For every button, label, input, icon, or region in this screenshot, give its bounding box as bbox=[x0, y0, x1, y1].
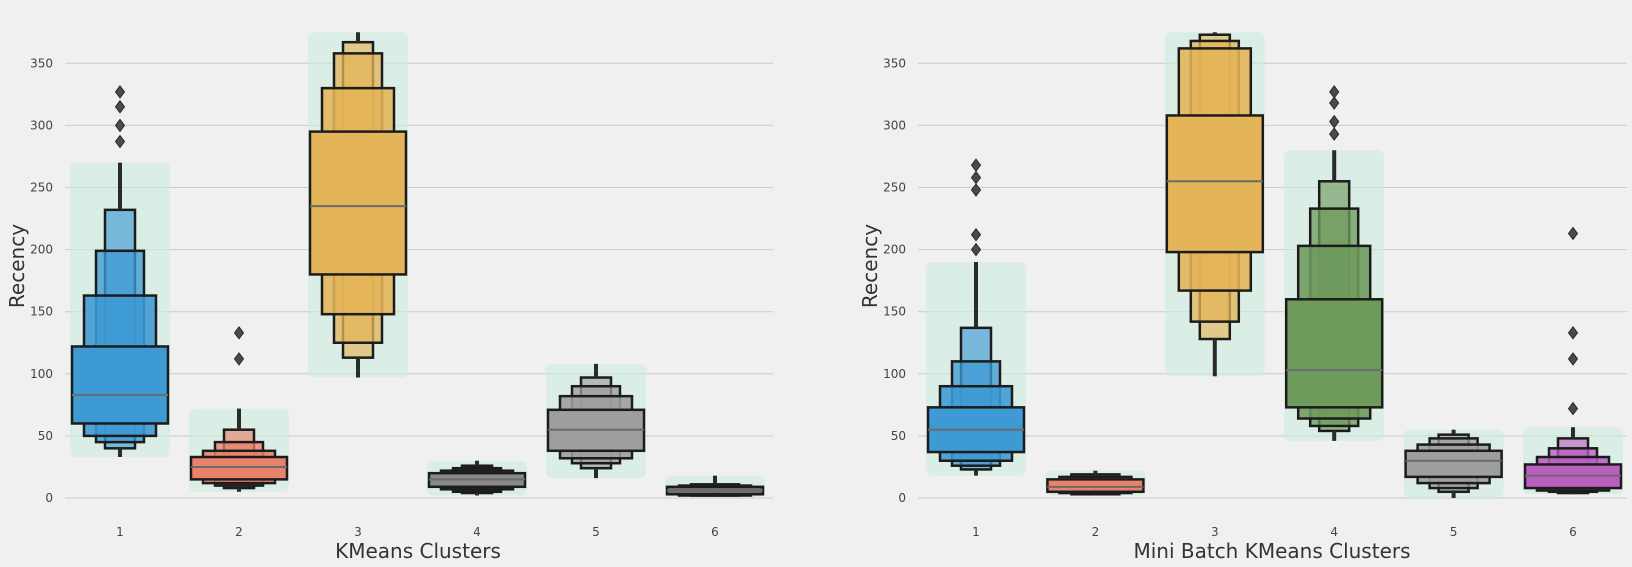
y-tick-labels: 0 50 100 150 200 250 300 350 bbox=[30, 56, 53, 505]
x-tick-label: 4 bbox=[1330, 525, 1338, 539]
outlier-marker bbox=[114, 85, 126, 99]
boxen-box bbox=[1284, 298, 1384, 409]
x-axis-label: KMeans Clusters bbox=[335, 539, 501, 563]
outlier-marker bbox=[114, 134, 126, 149]
boxen-box bbox=[189, 455, 289, 481]
outlier-marker bbox=[970, 158, 982, 172]
y-tick-label: 300 bbox=[883, 118, 906, 132]
y-tick-label: 50 bbox=[891, 429, 906, 443]
y-tick-label: 250 bbox=[30, 181, 53, 195]
x-tick-label: 1 bbox=[116, 525, 124, 539]
y-tick-label: 0 bbox=[898, 491, 906, 505]
chart-panel-minibatch-kmeans: 0 50 100 150 200 250 300 350 1 2 3 4 5 6 Mini Batch … bbox=[858, 32, 1627, 563]
x-tick-label: 6 bbox=[1569, 525, 1577, 539]
y-tick-label: 200 bbox=[30, 243, 53, 257]
x-tick-labels: 1 2 3 4 5 6 bbox=[972, 525, 1577, 539]
y-tick-label: 50 bbox=[38, 429, 53, 443]
y-axis-label: Recency bbox=[858, 224, 882, 308]
x-axis-label: Mini Batch KMeans Clusters bbox=[1133, 539, 1410, 563]
outlier-marker bbox=[970, 227, 982, 242]
outlier-marker bbox=[114, 99, 126, 114]
x-tick-label: 3 bbox=[1211, 525, 1219, 539]
outlier-marker bbox=[1329, 127, 1340, 141]
x-tick-label: 5 bbox=[592, 525, 600, 539]
y-tick-label: 150 bbox=[883, 305, 906, 319]
outlier-marker bbox=[233, 325, 245, 340]
boxen-box bbox=[1046, 478, 1145, 494]
y-gridlines bbox=[65, 62, 773, 499]
y-tick-label: 100 bbox=[30, 367, 53, 381]
y-axis-label: Recency bbox=[5, 224, 29, 308]
y-tick-label: 100 bbox=[883, 367, 906, 381]
boxen-box bbox=[308, 130, 408, 276]
boxen-layer bbox=[70, 32, 765, 497]
y-tick-label: 250 bbox=[883, 181, 906, 195]
outlier-marker bbox=[114, 118, 126, 133]
outlier-marker bbox=[970, 242, 982, 257]
y-tick-label: 0 bbox=[45, 491, 53, 505]
x-tick-label: 5 bbox=[1450, 525, 1458, 539]
outlier-marker bbox=[1329, 114, 1340, 129]
y-tick-labels: 0 50 100 150 200 250 300 350 bbox=[883, 56, 906, 505]
outlier-marker bbox=[970, 183, 982, 197]
outlier-marker bbox=[1329, 85, 1340, 99]
outlier-marker bbox=[233, 352, 245, 366]
boxen-box bbox=[1404, 449, 1503, 479]
outlier-marker bbox=[1567, 325, 1579, 340]
x-tick-label: 4 bbox=[473, 525, 481, 539]
y-tick-label: 300 bbox=[30, 118, 53, 132]
x-tick-label: 6 bbox=[711, 525, 719, 539]
x-tick-label: 1 bbox=[972, 525, 980, 539]
outlier-marker bbox=[970, 170, 982, 185]
x-tick-label: 2 bbox=[235, 525, 243, 539]
boxen-box bbox=[70, 345, 170, 425]
outlier-marker bbox=[1567, 401, 1579, 416]
outlier-marker bbox=[1567, 352, 1579, 366]
x-tick-label: 3 bbox=[354, 525, 362, 539]
boxen-layer bbox=[926, 32, 1623, 498]
y-tick-label: 200 bbox=[883, 243, 906, 257]
x-tick-label: 2 bbox=[1092, 525, 1100, 539]
y-tick-label: 350 bbox=[30, 56, 53, 70]
x-tick-labels: 1 2 3 4 5 6 bbox=[116, 525, 719, 539]
outlier-marker bbox=[1567, 226, 1579, 241]
chart-panel-kmeans: 0 50 100 150 200 250 300 350 1 2 3 4 5 6 KMeans Clus… bbox=[5, 32, 773, 563]
y-tick-label: 350 bbox=[883, 56, 906, 70]
y-tick-label: 150 bbox=[30, 305, 53, 319]
boxen-box bbox=[1165, 114, 1265, 254]
y-gridlines bbox=[918, 62, 1627, 499]
outlier-marker bbox=[1329, 96, 1340, 110]
